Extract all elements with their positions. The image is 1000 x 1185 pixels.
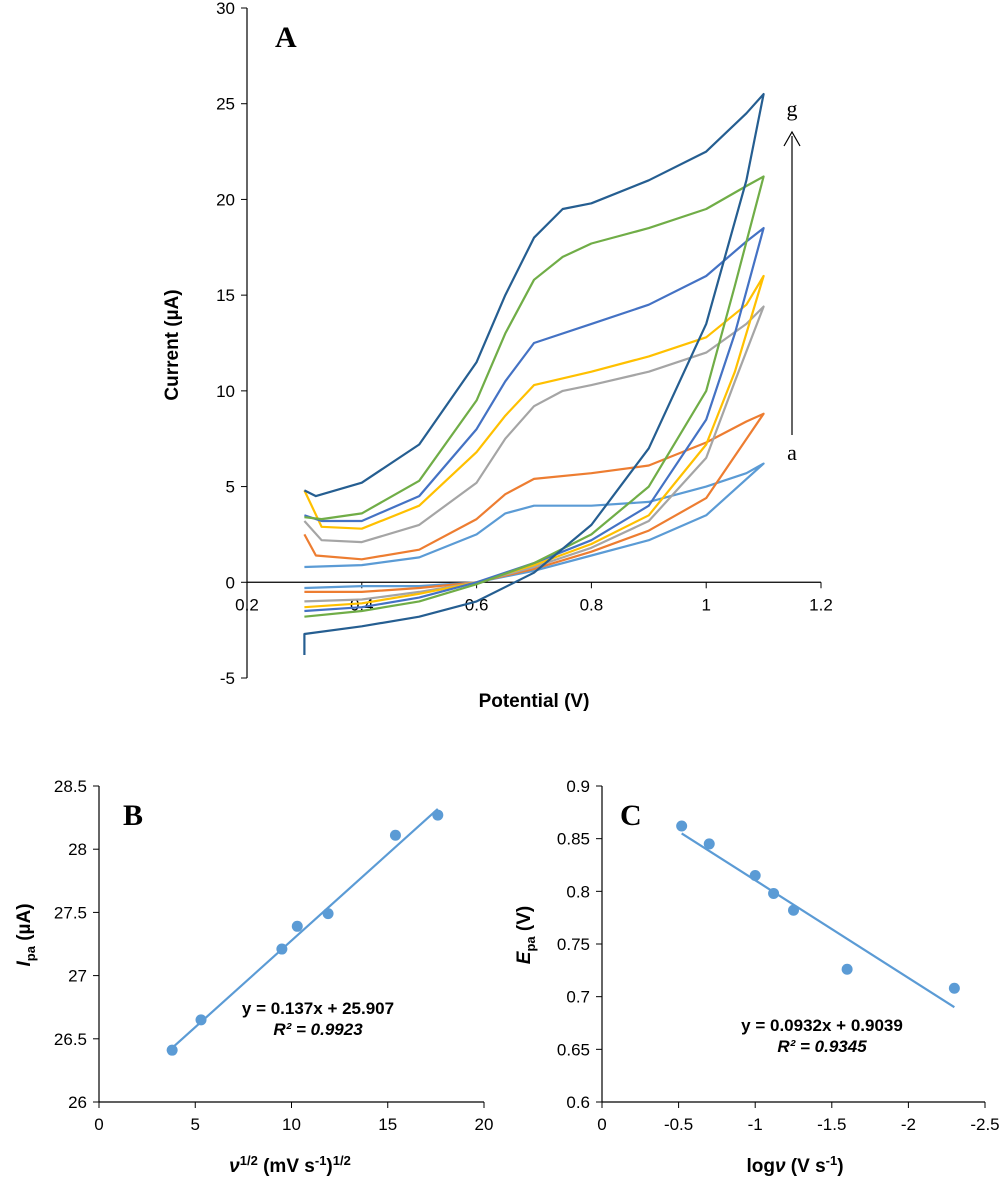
panel-a-x-tick-label: 1 <box>701 595 710 614</box>
panel-c-r2: R² = 0.9345 <box>777 1037 867 1056</box>
panel-a-y-tick-label: 5 <box>226 478 235 497</box>
panel-a-x-tick-label: 0.8 <box>580 595 604 614</box>
panel-b-label: B <box>123 799 143 832</box>
panel-a-y-tick-label: 15 <box>216 286 235 305</box>
panel-b: 26 26.5 27 27.5 28 28.5 0 5 10 15 20 B y = 0.137x … <box>14 777 493 1177</box>
panel-b-x-axis-label: ν1/2 (mV s-1)1/2 <box>229 1153 351 1177</box>
panel-c-x-tick-label: -2.5 <box>970 1115 999 1134</box>
panel-b-equation: y = 0.137x + 25.907 <box>242 999 394 1018</box>
panel-b-trendline <box>171 808 439 1049</box>
panel-a-y-tick-label: -5 <box>220 669 235 688</box>
panel-b-y-tick-label: 28 <box>68 840 87 859</box>
panel-b-data-point <box>276 943 288 955</box>
panel-c-label: C <box>620 799 642 832</box>
panel-c-y-tick-label: 0.7 <box>566 988 590 1007</box>
curve-label-last: g <box>787 96 798 121</box>
panel-a-x-axis-label: Potential (V) <box>479 691 590 712</box>
panel-b-data-point <box>166 1044 178 1056</box>
panel-c-data-point <box>703 838 715 850</box>
panel-b-y-tick-label: 27 <box>68 967 87 986</box>
cv-curve-5 <box>304 227 765 613</box>
panel-c-data-point <box>749 870 761 882</box>
panel-b-x-tick-label: 5 <box>191 1115 200 1134</box>
panel-c-trendline <box>681 832 955 1009</box>
panel-b-y-tick-label: 26.5 <box>54 1030 87 1049</box>
panel-c-data-point <box>788 904 799 916</box>
panel-b-y-axis-label: Ipa (µA) <box>14 903 38 966</box>
cv-curve-7 <box>303 92 765 655</box>
panel-a-label: A <box>275 21 297 54</box>
panel-b-y-tick-label: 27.5 <box>54 903 87 922</box>
panel-b-x-tick-label: 15 <box>378 1115 397 1134</box>
panel-b-y-tick-label: 26 <box>68 1093 87 1112</box>
panel-a-y-tick-label: 0 <box>226 573 235 592</box>
panel-b-x-tick-label: 10 <box>282 1115 301 1134</box>
panel-b-data-point <box>389 829 401 841</box>
panel-c-x-axis-label: logν (V s-1) <box>746 1153 843 1177</box>
panel-b-x-tick-label: 0 <box>94 1115 103 1134</box>
increase-arrowhead <box>783 130 801 147</box>
panel-c-x-tick-label: -2 <box>901 1115 916 1134</box>
curve-label-first: a <box>787 440 797 465</box>
panel-b-data-point <box>291 920 303 932</box>
panel-b-data-point <box>195 1014 207 1026</box>
panel-a-y-tick-label: 10 <box>216 382 235 401</box>
panel-a-y-tick-label: 30 <box>216 0 235 18</box>
panel-c-y-axis-label: Epa (V) <box>514 906 538 964</box>
panel-b-y-tick-label: 28.5 <box>54 777 87 796</box>
panel-c-x-tick-label: 0 <box>597 1115 606 1134</box>
panel-a-x-tick-label: 1.2 <box>809 595 833 614</box>
panel-a-y-axis-label: Current (µA) <box>162 289 183 400</box>
panel-c-data-point <box>841 963 853 975</box>
panel-c-y-tick-label: 0.9 <box>566 777 590 796</box>
panel-a-x-tick-label: 0.2 <box>235 595 259 614</box>
panel-b-data-point <box>432 809 444 821</box>
panel-c-data-point <box>768 887 780 899</box>
panel-c-x-tick-label: -1.5 <box>817 1115 846 1134</box>
panel-b-data-point <box>322 908 334 920</box>
panel-b-x-tick-label: 20 <box>475 1115 494 1134</box>
panel-c-y-tick-label: 0.75 <box>557 935 590 954</box>
panel-c-x-tick-label: -1 <box>748 1115 763 1134</box>
panel-a-x-tick-label: 0.6 <box>465 595 489 614</box>
panel-c-equation: y = 0.0932x + 0.9039 <box>741 1016 903 1035</box>
panel-c-x-tick-label: -0.5 <box>664 1115 693 1134</box>
panel-c-y-tick-label: 0.6 <box>566 1093 590 1112</box>
panel-c-y-tick-label: 0.8 <box>566 882 590 901</box>
panel-a-y-tick-label: 25 <box>216 95 235 114</box>
cv-curve-6 <box>304 175 765 618</box>
panel-c-y-tick-label: 0.85 <box>557 830 590 849</box>
panel-a-y-tick-label: 20 <box>216 190 235 209</box>
panel-b-r2: R² = 0.9923 <box>273 1020 363 1039</box>
panel-c: 0.6 0.65 0.7 0.75 0.8 0.85 0.9 0 -0.5 -1 -1.5 -2 -2.… <box>514 777 1000 1177</box>
panel-c-y-tick-label: 0.65 <box>557 1040 590 1059</box>
panel-c-data-point <box>676 820 688 832</box>
panel-c-data-point <box>948 982 960 994</box>
